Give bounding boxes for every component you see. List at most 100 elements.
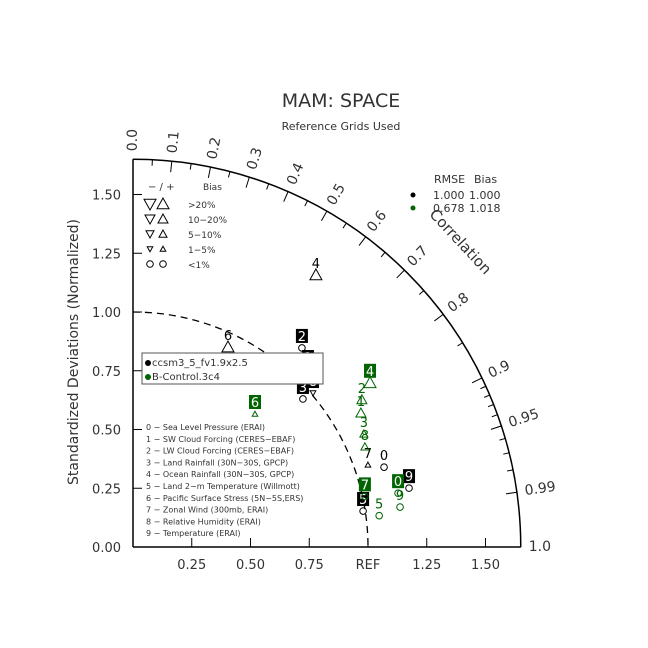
data-point: 4: [309, 257, 323, 281]
series-legend-box: [141, 352, 324, 385]
correlation-minor-tick: [418, 290, 425, 295]
circle-marker: [396, 503, 404, 511]
correlation-minor-tick: [507, 469, 514, 472]
point-label: 0: [394, 475, 402, 490]
correlation-axis-label: Correlation: [426, 205, 496, 278]
correlation-minor-tick: [189, 163, 192, 170]
stats-rmse-value: 1.000: [433, 189, 465, 202]
legend-triangle-down-icon: [145, 230, 155, 240]
correlation-tick-label: 0.3: [244, 146, 266, 172]
series-legend-label: B-Control.3c4: [152, 372, 220, 383]
x-tick-label: 1.50: [471, 558, 500, 573]
point-label: 0: [380, 449, 388, 464]
triangle-up-marker: [359, 428, 369, 438]
label-box: [403, 469, 416, 484]
data-point: 4: [363, 363, 377, 389]
bias-legend-row: 1−5%: [188, 246, 216, 256]
correlation-tick: [358, 236, 367, 246]
point-label: 7: [361, 478, 369, 493]
correlation-minor-tick: [480, 385, 487, 390]
label-box: [364, 363, 377, 378]
correlation-minor-tick: [227, 171, 231, 178]
legend-triangle-down-icon: [143, 198, 157, 212]
correlation-minor-tick: [503, 452, 510, 455]
triangle-up-marker: [221, 340, 235, 353]
series-legend-label: ccsm3_5_fv1.9x2.5: [152, 358, 248, 369]
correlation-tick: [170, 161, 173, 173]
legend-triangle-up-icon: [159, 245, 167, 252]
data-point: 8: [360, 429, 370, 451]
variable-legend-item: 3 − Land Rainfall (30N−30S, GPCP): [146, 458, 288, 467]
y-tick-label: 1.50: [92, 189, 121, 204]
circle-marker: [394, 489, 402, 497]
point-label: 3: [299, 381, 307, 396]
y-axis-label: Standardized Deviations (Normalized): [66, 219, 82, 485]
data-point: 6: [221, 329, 235, 353]
bias-legend-row: 5−10%: [188, 231, 222, 241]
circle-marker: [299, 395, 307, 403]
legend-triangle-up-icon: [156, 196, 170, 210]
correlation-tick-label: 0.6: [364, 208, 390, 235]
x-tick-label: 1.25: [412, 558, 441, 573]
stats-bias-value: 1.018: [469, 202, 501, 215]
y-tick-label: 0.25: [92, 482, 121, 497]
label-box: [392, 474, 405, 489]
bias-legend-row: >20%: [188, 201, 216, 211]
correlation-minor-tick: [484, 394, 490, 398]
point-label: 5: [359, 493, 367, 508]
data-point: 0: [380, 449, 388, 471]
triangle-up-marker: [356, 393, 368, 405]
triangle-down-marker: [309, 390, 317, 397]
chart-title: MAM: SPACE: [282, 90, 400, 112]
stats-rmse-value: 0.678: [433, 202, 465, 215]
y-tick-label: 0.50: [92, 424, 121, 439]
circle-marker: [359, 507, 367, 515]
correlation-tick: [396, 269, 405, 279]
variable-legend-item: 8 − Relative Humidity (ERAI): [146, 517, 261, 526]
point-label: 1: [357, 395, 365, 410]
legend-triangle-up-icon: [158, 228, 168, 238]
x-tick-label: REF: [356, 558, 381, 573]
point-label: 4: [366, 365, 374, 380]
triangle-up-marker: [363, 375, 377, 389]
series-dot-icon: [410, 192, 416, 198]
variable-legend-item: 4 − Ocean Rainfall (30N−30S, GPCP): [146, 470, 294, 479]
outer-correlation-arc: [132, 158, 522, 548]
data-point: 6: [249, 395, 262, 417]
variable-legend-item: 0 − Sea Level Pressure (ERAI): [146, 423, 265, 432]
triangle-up-marker: [309, 267, 323, 281]
circle-marker: [298, 344, 306, 352]
legend-circle-icon: [159, 260, 167, 268]
legend-triangle-down-icon: [146, 246, 154, 253]
correlation-tick: [283, 191, 289, 202]
circle-marker: [380, 463, 388, 471]
correlation-minor-tick: [304, 200, 308, 207]
correlation-tick-label: 0.5: [324, 181, 349, 208]
variable-legend-item: 2 − LW Cloud Forcing (CERES−EBAF): [146, 447, 294, 456]
data-point: 5: [357, 492, 370, 515]
y-tick-label: 0.75: [92, 365, 121, 380]
correlation-tick: [245, 176, 250, 188]
variable-legend-item: 5 − Land 2−m Temperature (Willmott): [146, 482, 300, 491]
bias-legend-header: Bias: [203, 183, 222, 193]
point-label: 4: [312, 257, 320, 272]
correlation-tick-label: 0.8: [445, 290, 472, 316]
x-tick-label: 0.50: [236, 558, 265, 573]
label-box: [249, 395, 262, 410]
variable-legend-item: 1 − SW Cloud Forcing (CERES−EBAF): [146, 435, 295, 444]
correlation-tick-label: 0.2: [204, 136, 224, 161]
point-label: 2: [298, 330, 306, 345]
point-label: 3: [360, 416, 368, 431]
variable-legend-item: 9 − Temperature (ERAI): [146, 529, 240, 538]
point-label: 7: [364, 447, 372, 462]
stats-header-bias: Bias: [474, 173, 497, 186]
x-tick-label: 0.75: [295, 558, 324, 573]
point-label: 9: [396, 489, 404, 504]
y-tick-label: 0.00: [92, 541, 121, 556]
correlation-tick-label: 1.0: [529, 539, 551, 555]
data-point: 3: [359, 416, 369, 438]
correlation-minor-tick: [487, 404, 494, 408]
data-point: 7: [364, 447, 372, 468]
point-label: 8: [361, 429, 369, 444]
